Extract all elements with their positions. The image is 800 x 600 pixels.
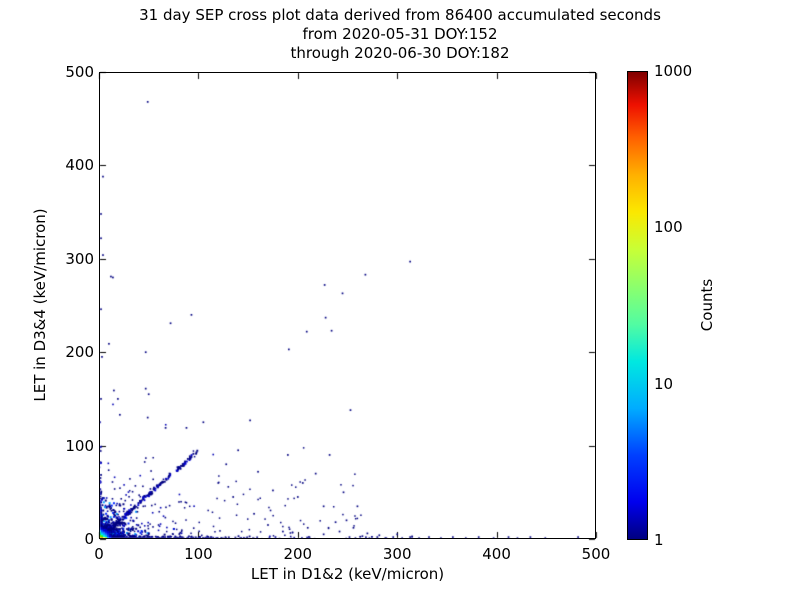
colorbar-label: Counts [698, 278, 716, 332]
y-axis-label: LET in D3&4 (keV/micron) [31, 208, 49, 402]
colorbar-tick-label: 10 [654, 374, 674, 393]
x-tick-label: 0 [94, 545, 104, 563]
x-tick-label: 500 [581, 545, 611, 563]
colorbar-tick-label: 1000 [654, 62, 693, 80]
x-axis-label: LET in D1&2 (keV/micron) [250, 565, 445, 583]
x-tick-label: 400 [482, 545, 511, 563]
y-tick-label: 200 [65, 343, 94, 362]
colorbar [627, 71, 648, 540]
y-tick-label: 0 [84, 530, 94, 548]
colorbar-tick-label: 100 [654, 218, 683, 237]
x-tick-label: 300 [382, 545, 412, 563]
x-tick-label: 100 [184, 545, 213, 563]
y-tick-label: 100 [65, 436, 94, 455]
x-tick-label: 200 [283, 545, 313, 563]
y-tick-label: 300 [65, 249, 94, 268]
y-tick-label: 500 [65, 63, 94, 81]
y-tick-label: 400 [65, 156, 94, 175]
colorbar-tick-label: 1 [654, 531, 664, 549]
